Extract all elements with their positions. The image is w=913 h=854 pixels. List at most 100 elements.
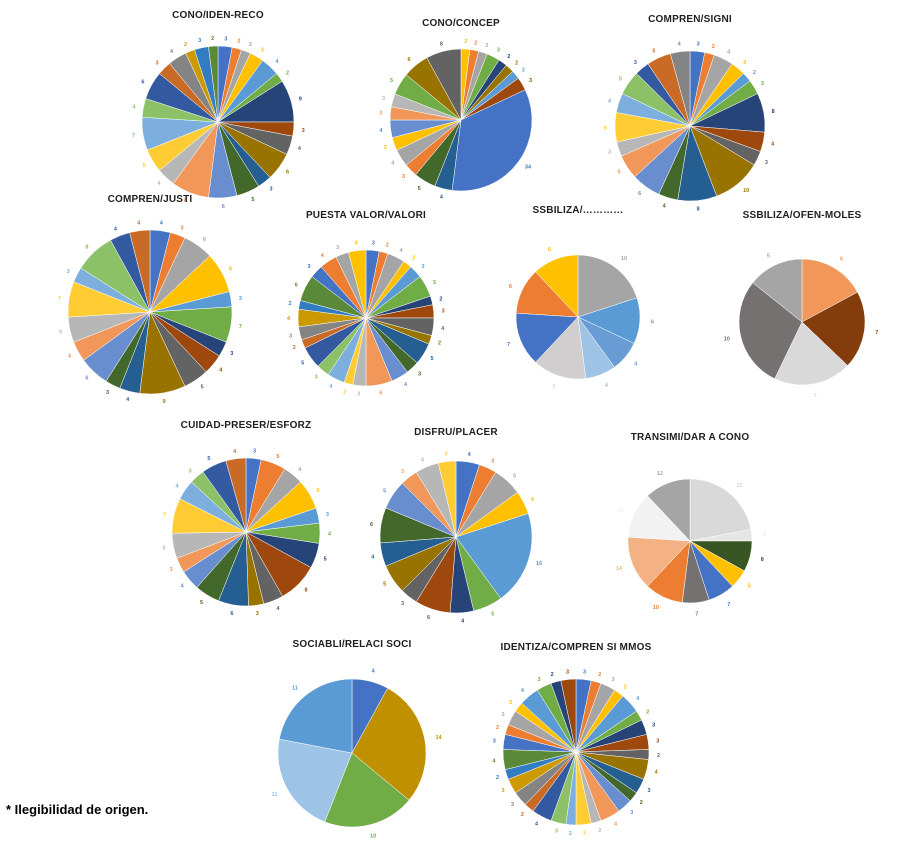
slice-value-label: 8 (305, 588, 308, 594)
slice-value-label: 4 (655, 770, 659, 776)
chart-title: PUESTA VALOR/VALORI (305, 210, 427, 221)
slice-value-label: 4 (175, 483, 179, 489)
slice-value-label: 4 (170, 49, 174, 55)
slice-value-label: 5 (617, 169, 620, 175)
slice-value-label: 6 (638, 191, 641, 197)
slice-value-label: 7 (239, 324, 242, 330)
pie-chart: 6 7 7 10 5 (724, 253, 879, 398)
slice-value-label: 2 (509, 700, 512, 706)
pie-slice (577, 254, 638, 318)
chart-title: COMPREN/JUSTI (107, 194, 193, 205)
slice-value-label: 5 (383, 488, 386, 494)
slice-value-label: 2 (646, 710, 649, 716)
slice-value-label: 7 (507, 342, 510, 348)
slice-value-label: 4 (521, 688, 525, 694)
slice-value-label: 4 (181, 583, 185, 589)
slice-value-label: 2 (485, 43, 488, 49)
footnote: * Ilegibilidad de origen. (6, 802, 149, 817)
slice-value-label: 9 (163, 399, 166, 405)
slice-value-label: 3 (555, 829, 558, 835)
slice-value-label: 3 (170, 567, 173, 573)
slice-value-label: 5 (301, 360, 304, 366)
slice-value-label: 4 (372, 669, 376, 675)
slice-value-label: 4 (492, 759, 496, 765)
slice-value-label: 10 (621, 256, 627, 262)
slice-value-label: 3 (224, 36, 227, 42)
slice-value-label: 4 (380, 128, 384, 134)
slice-value-label: 5 (433, 280, 436, 286)
slice-value-label: 6 (840, 257, 843, 263)
slice-value-label: 5 (143, 163, 146, 169)
slice-value-label: 3 (537, 677, 540, 683)
pie-slice (689, 478, 752, 542)
slice-value-label: 3 (697, 41, 700, 47)
slice-value-label: 4 (132, 104, 136, 110)
slice-value-label: 7 (163, 512, 166, 518)
slice-value-label: 4 (614, 822, 618, 828)
slice-value-label: 6 (203, 237, 206, 243)
slice-value-label: 5 (200, 600, 203, 606)
slice-value-label: 3 (493, 739, 496, 745)
slice-value-label: 6 (509, 284, 512, 290)
slice-value-label: 4 (400, 248, 404, 254)
slice-value-label: 5 (251, 197, 254, 203)
slice-value-label: 2 (464, 39, 467, 45)
slice-value-label: 7 (58, 296, 61, 302)
slice-value-label: 11 (292, 686, 298, 692)
slice-value-label: 4 (535, 822, 539, 828)
slice-value-label: 6 (141, 80, 144, 86)
slice-value-label: 4 (468, 452, 472, 458)
slice-value-label: 14 (616, 566, 623, 572)
chart-title: DISFRU/PLACER (414, 427, 498, 438)
slice-value-label: 4 (233, 449, 237, 455)
slice-value-label: 5 (513, 473, 516, 479)
slice-value-label: 3 (357, 392, 360, 398)
slice-value-label: 9 (299, 97, 302, 103)
slice-value-label: 4 (441, 326, 445, 332)
slice-value-label: 2 (753, 70, 756, 76)
slice-value-label: 2 (640, 800, 643, 806)
slice-value-label: 2 (439, 296, 442, 302)
slice-value-label: 8 (697, 207, 700, 213)
slice-value-label: 22 (737, 483, 743, 489)
slice-value-label: 2 (343, 389, 346, 395)
slice-value-label: 8 (229, 267, 232, 273)
pie-slice (774, 321, 848, 386)
slice-value-label: 6 (651, 320, 654, 326)
pie-slice (426, 48, 462, 121)
slice-value-label: 3 (529, 78, 532, 84)
slice-value-label: 6 (222, 204, 225, 210)
slice-value-label: 4 (440, 195, 444, 201)
slice-value-label: 3 (445, 452, 448, 458)
slice-value-label: 3 (583, 831, 586, 837)
pie-slice (535, 254, 579, 318)
slice-value-label: 3 (763, 532, 766, 538)
slice-value-label: 5 (207, 456, 210, 462)
slice-value-label: 3 (630, 810, 633, 816)
slice-value-label: 2 (496, 725, 499, 731)
pie-chart: 22 3 8 5 7 7 10 14 12 12 (616, 471, 766, 618)
slice-value-label: 6 (317, 488, 320, 494)
slice-value-label: 4 (391, 160, 395, 166)
slice-value-label: 4 (678, 42, 682, 48)
pie-slice (225, 457, 247, 533)
chart-title: CUIDAD-PRESER/ESFORZ (180, 420, 312, 431)
slice-value-label: 4 (321, 253, 325, 259)
slice-value-label: 3 (401, 601, 404, 607)
slice-value-label: 2 (521, 812, 524, 818)
slice-value-label: 7 (875, 330, 878, 336)
slice-value-label: 3 (261, 48, 264, 54)
slice-value-label: 4 (605, 383, 609, 389)
slice-value-label: 6 (230, 611, 233, 617)
slice-value-label: 3 (511, 802, 514, 808)
slice-value-label: 3 (384, 145, 387, 151)
slice-value-label: 6 (427, 615, 430, 621)
slice-value-label: 5 (652, 49, 655, 55)
pie-slice (560, 678, 577, 753)
pie-slice (752, 258, 803, 323)
pie-slice (515, 312, 579, 363)
slice-value-label: 4 (608, 98, 612, 104)
slice-value-label: 3 (67, 269, 70, 275)
